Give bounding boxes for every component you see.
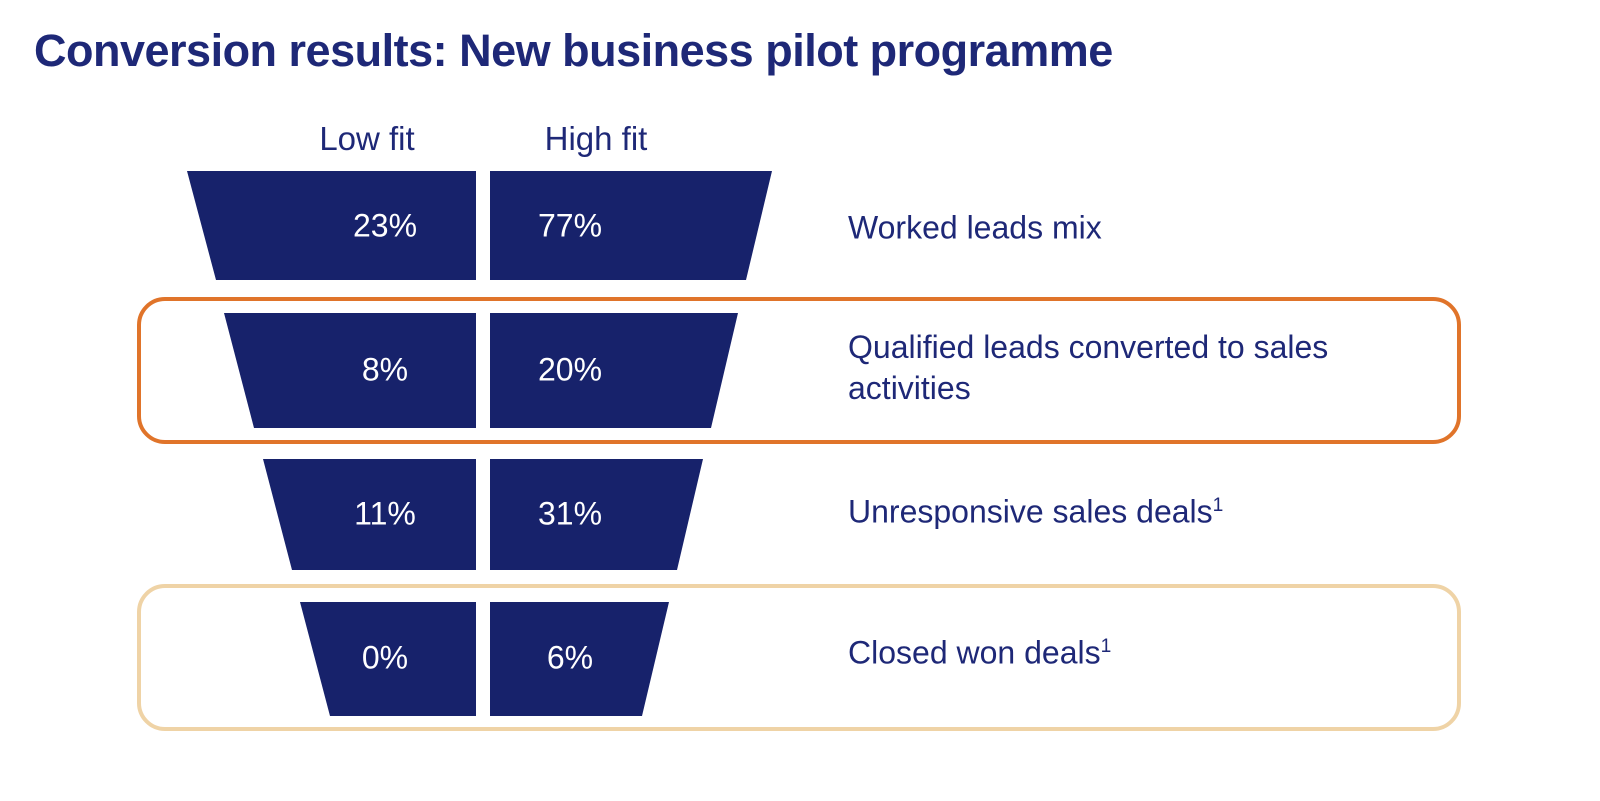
category-label-closed-won-deals: Closed won deals1 xyxy=(848,633,1111,674)
funnel-bar-row3-low-fit xyxy=(263,459,476,570)
category-text: Unresponsive sales deals xyxy=(848,493,1213,530)
column-header-low-fit: Low fit xyxy=(319,120,415,157)
funnel-bar-row4-high-fit xyxy=(490,602,669,716)
highlight-box-closed-won xyxy=(137,584,1461,731)
value-row3-low-fit: 11% xyxy=(354,495,416,532)
funnel-bar-row1-high-fit xyxy=(490,171,772,280)
value-row2-low-fit: 8% xyxy=(361,351,409,388)
value-row4-high-fit: 6% xyxy=(546,639,594,676)
funnel-bar-row2-high-fit xyxy=(490,313,738,428)
category-label-worked-leads: Worked leads mix xyxy=(848,208,1102,249)
funnel-bar-row1-low-fit xyxy=(187,171,476,280)
funnel-bar-row2-low-fit xyxy=(224,313,476,428)
page-title: Conversion results: New business pilot p… xyxy=(34,25,1113,76)
footnote-marker: 1 xyxy=(1212,494,1224,516)
value-row3-high-fit: 31% xyxy=(537,495,603,532)
funnel-bar-row4-low-fit xyxy=(300,602,476,716)
category-text: Closed won deals xyxy=(848,634,1101,671)
highlight-box-qualified-leads xyxy=(137,297,1461,444)
value-row1-high-fit: 77% xyxy=(537,207,603,244)
category-text: Worked leads mix xyxy=(848,209,1102,246)
category-label-unresponsive-deals: Unresponsive sales deals1 xyxy=(848,492,1223,533)
category-text: Qualified leads converted to sales activ… xyxy=(848,329,1329,406)
category-label-qualified-leads: Qualified leads converted to sales activ… xyxy=(848,327,1408,409)
funnel-bar-row3-high-fit xyxy=(490,459,703,570)
value-row4-low-fit: 0% xyxy=(361,639,409,676)
value-row2-high-fit: 20% xyxy=(537,351,603,388)
column-header-high-fit: High fit xyxy=(544,120,648,157)
footnote-marker: 1 xyxy=(1100,635,1112,657)
value-row1-low-fit: 23% xyxy=(352,207,418,244)
